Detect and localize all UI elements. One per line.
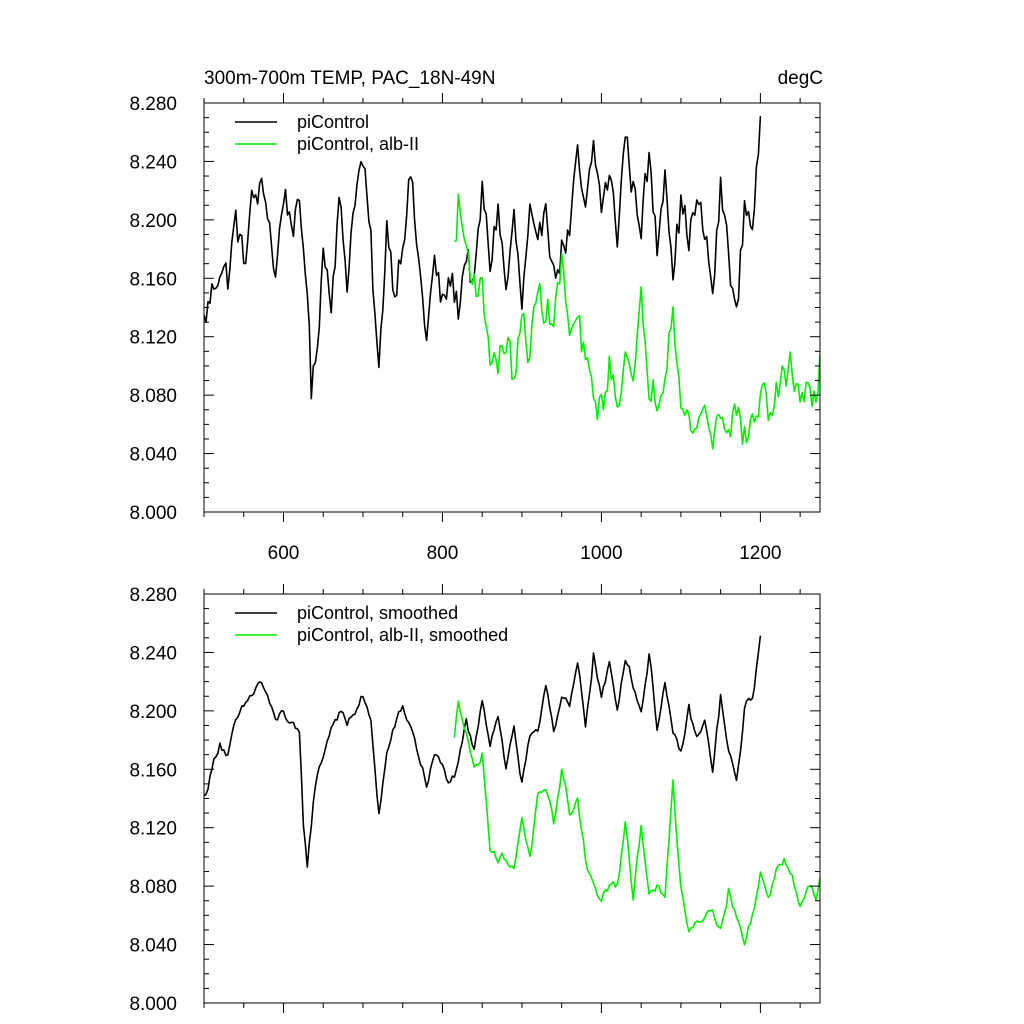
y-tick-label: 8.120	[129, 819, 177, 840]
bottom-panel: 8.000 8.040 8.080 8.120 8.160 8.200 8.240 8.280…	[129, 584, 821, 1015]
y-tick-label: 8.200	[129, 702, 177, 723]
y-tick-label: 8.200	[129, 211, 177, 232]
series-line-0-0	[204, 116, 762, 400]
y-tick-label: 8.040	[129, 445, 177, 466]
y-tick-label: 8.000	[129, 994, 177, 1015]
y-tick-label: 8.080	[129, 877, 177, 898]
series-line-1-1	[453, 700, 820, 946]
y-tick-label: 8.120	[129, 328, 177, 349]
y-tick-label: 8.160	[129, 760, 177, 781]
legend-label: piControl	[297, 112, 369, 132]
top-panel: 8.000 8.040 8.080 8.120 8.160 8.200 8.240 8.280…	[129, 93, 821, 564]
x-tick-label: 1000	[580, 543, 622, 564]
y-tick-label: 8.280	[129, 94, 177, 115]
x-tick-label: 600	[268, 543, 300, 564]
x-tick-label: 1200	[739, 543, 781, 564]
y-tick-label: 8.280	[129, 585, 177, 606]
y-tick-label: 8.040	[129, 936, 177, 957]
chart-units: degC	[778, 68, 823, 89]
y-tick-label: 8.000	[129, 503, 177, 524]
y-tick-label: 8.240	[129, 643, 177, 664]
y-tick-label: 8.080	[129, 386, 177, 407]
legend-label: piControl, alb-II, smoothed	[297, 625, 508, 645]
y-tick-label: 8.240	[129, 152, 177, 173]
y-tick-label: 8.160	[129, 269, 177, 290]
chart-title: 300m-700m TEMP, PAC_18N-49N	[204, 68, 495, 89]
plot-frame	[203, 102, 821, 513]
legend-label: piControl, smoothed	[297, 603, 458, 623]
series-line-0-1	[454, 193, 820, 450]
legend-label: piControl, alb-II	[297, 134, 419, 154]
plot-frame	[203, 593, 821, 1004]
series-line-1-0	[204, 635, 762, 868]
x-tick-label: 800	[427, 543, 459, 564]
